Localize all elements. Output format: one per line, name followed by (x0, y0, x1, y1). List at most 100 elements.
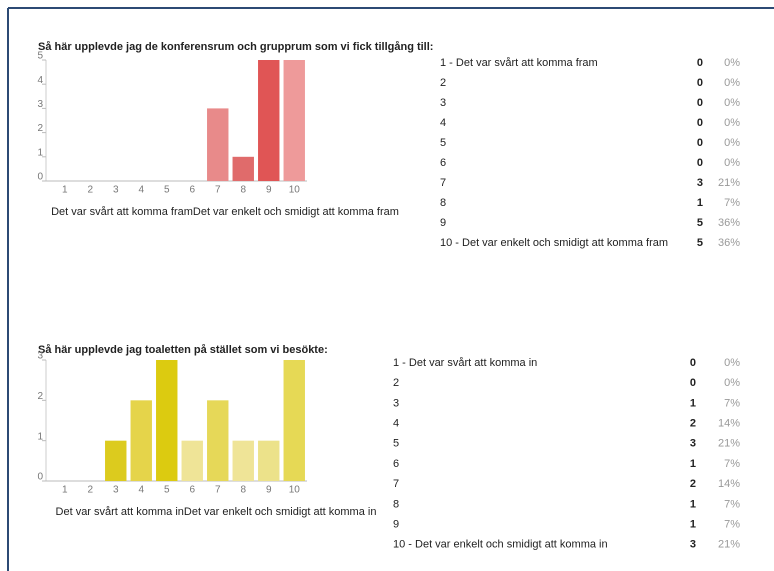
row-label: 6 (393, 458, 399, 470)
bar (181, 440, 203, 481)
row-count: 2 (690, 418, 696, 430)
x-tick-label: 9 (266, 185, 272, 196)
row-count: 0 (690, 377, 696, 389)
row-percent: 0% (724, 77, 740, 89)
x-tick-label: 10 (289, 185, 301, 196)
x-tick-label: 2 (87, 485, 93, 496)
row-count: 3 (697, 177, 703, 189)
y-tick-label: 2 (37, 391, 43, 402)
row-percent: 7% (724, 397, 740, 409)
row-count: 0 (697, 157, 703, 169)
x-tick-label: 8 (240, 485, 246, 496)
row-percent: 36% (718, 217, 740, 229)
row-label: 1 - Det var svårt att komma in (393, 357, 537, 369)
row-label: 3 (393, 397, 399, 409)
bar (105, 440, 127, 481)
row-label: 4 (393, 418, 399, 430)
row-label: 8 (393, 498, 399, 510)
row-label: 7 (393, 478, 399, 490)
row-label: 9 (440, 217, 446, 229)
x-tick-label: 3 (113, 485, 119, 496)
x-tick-label: 10 (289, 485, 301, 496)
row-count: 0 (697, 77, 703, 89)
x-tick-label: 6 (189, 485, 195, 496)
x-tick-label: 4 (138, 185, 144, 196)
row-count: 1 (690, 519, 696, 531)
row-percent: 0% (724, 137, 740, 149)
x-tick-label: 9 (266, 485, 272, 496)
row-percent: 0% (724, 357, 740, 369)
row-label: 1 - Det var svårt att komma fram (440, 57, 598, 69)
row-percent: 0% (724, 377, 740, 389)
x-tick-label: 4 (138, 485, 144, 496)
row-label: 10 - Det var enkelt och smidigt att komm… (440, 237, 668, 249)
x-axis-label: Det var svårt att komma inDet var enkelt… (56, 506, 377, 518)
x-tick-label: 6 (189, 185, 195, 196)
bar (258, 440, 280, 481)
row-count: 1 (690, 498, 696, 510)
row-count: 1 (690, 458, 696, 470)
y-tick-label: 5 (37, 51, 43, 62)
row-label: 5 (393, 438, 399, 450)
x-tick-label: 7 (215, 185, 221, 196)
x-tick-label: 1 (62, 185, 68, 196)
row-count: 0 (697, 97, 703, 109)
row-percent: 0% (724, 97, 740, 109)
y-tick-label: 2 (37, 123, 43, 134)
row-count: 5 (697, 217, 703, 229)
y-tick-label: 0 (37, 472, 43, 483)
row-label: 2 (440, 77, 446, 89)
row-count: 2 (690, 478, 696, 490)
bar (232, 440, 254, 481)
row-count: 3 (690, 539, 696, 551)
row-label: 8 (440, 197, 446, 209)
y-tick-label: 4 (37, 75, 43, 86)
y-tick-label: 1 (37, 431, 43, 442)
row-count: 0 (697, 137, 703, 149)
bar (232, 156, 254, 181)
row-count: 1 (690, 397, 696, 409)
x-tick-label: 2 (87, 185, 93, 196)
bar (258, 60, 280, 181)
x-tick-label: 8 (240, 185, 246, 196)
row-percent: 36% (718, 237, 740, 249)
row-percent: 0% (724, 57, 740, 69)
row-label: 4 (440, 117, 446, 129)
y-tick-label: 1 (37, 147, 43, 158)
bar (207, 400, 229, 481)
bar (283, 60, 305, 181)
row-label: 5 (440, 137, 446, 149)
y-tick-label: 0 (37, 172, 43, 183)
row-label: 7 (440, 177, 446, 189)
row-count: 0 (697, 117, 703, 129)
row-percent: 14% (718, 478, 740, 490)
chart-title: Så här upplevde jag de konferensrum och … (38, 41, 433, 53)
y-tick-label: 3 (37, 99, 43, 110)
x-tick-label: 1 (62, 485, 68, 496)
bar (156, 360, 178, 481)
row-label: 6 (440, 157, 446, 169)
row-count: 5 (697, 237, 703, 249)
x-axis-label: Det var svårt att komma framDet var enke… (51, 206, 399, 218)
row-percent: 7% (724, 519, 740, 531)
y-tick-label: 3 (37, 351, 43, 362)
row-percent: 7% (724, 498, 740, 510)
x-tick-label: 5 (164, 485, 170, 496)
bar (207, 108, 229, 181)
row-percent: 14% (718, 418, 740, 430)
row-percent: 7% (724, 458, 740, 470)
row-percent: 0% (724, 117, 740, 129)
x-tick-label: 5 (164, 185, 170, 196)
x-tick-label: 3 (113, 185, 119, 196)
row-label: 9 (393, 519, 399, 531)
row-percent: 21% (718, 438, 740, 450)
row-count: 3 (690, 438, 696, 450)
row-label: 10 - Det var enkelt och smidigt att komm… (393, 539, 608, 551)
chart-title: Så här upplevde jag toaletten på stället… (38, 344, 328, 356)
bar (130, 400, 152, 481)
x-tick-label: 7 (215, 485, 221, 496)
row-count: 0 (697, 57, 703, 69)
row-percent: 21% (718, 539, 740, 551)
